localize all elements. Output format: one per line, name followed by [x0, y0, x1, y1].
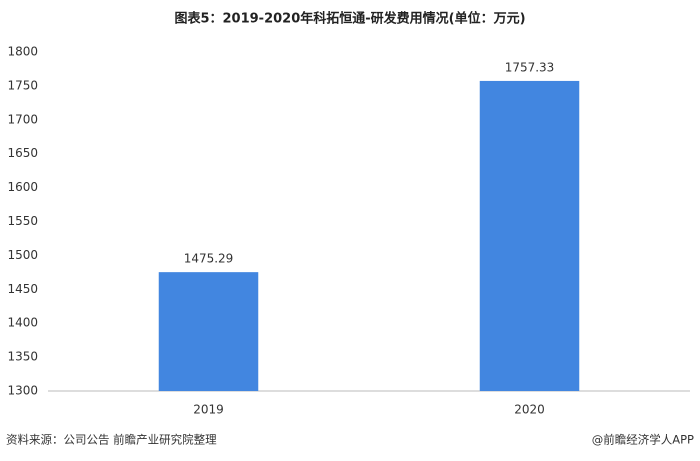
y-tick-label: 1500 [7, 248, 38, 262]
credit: @前瞻经济学人APP [592, 433, 694, 447]
x-tick-label: 2020 [514, 403, 545, 417]
chart-title: 图表5：2019-2020年科拓恒通-研发费用情况(单位：万元) [174, 11, 525, 27]
y-tick-label: 1300 [7, 384, 38, 398]
y-tick-label: 1800 [7, 45, 38, 59]
value-label: 1475.29 [184, 252, 234, 266]
y-tick-label: 1550 [7, 214, 38, 228]
x-tick-label: 2019 [193, 403, 224, 417]
y-tick-label: 1450 [7, 282, 38, 296]
y-tick-label: 1400 [7, 316, 38, 330]
bar [479, 80, 580, 391]
y-tick-label: 1600 [7, 180, 38, 194]
source-note: 资料来源：公司公告 前瞻产业研究院整理 [6, 433, 217, 447]
y-tick-label: 1700 [7, 112, 38, 126]
y-tick-label: 1750 [7, 78, 38, 92]
value-label: 1757.33 [505, 60, 555, 74]
bar [158, 272, 259, 391]
y-tick-label: 1350 [7, 350, 38, 364]
y-tick-label: 1650 [7, 146, 38, 160]
